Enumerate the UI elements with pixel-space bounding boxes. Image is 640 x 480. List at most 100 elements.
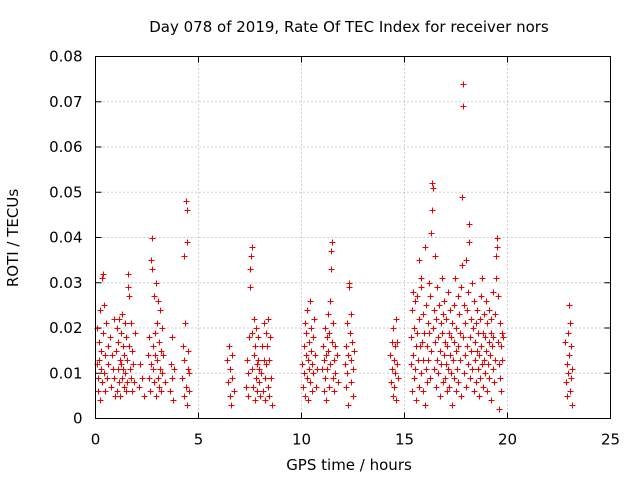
data-point — [443, 361, 450, 368]
data-point — [488, 397, 495, 404]
data-point — [497, 320, 504, 327]
data-point — [183, 384, 190, 391]
data-point — [422, 402, 429, 409]
data-point — [117, 357, 124, 364]
data-point — [463, 384, 470, 391]
data-point — [483, 298, 490, 305]
data-point — [303, 352, 310, 359]
data-point — [346, 280, 353, 287]
data-point — [434, 357, 441, 364]
data-point — [411, 375, 418, 382]
data-point — [332, 343, 339, 350]
data-point — [453, 325, 460, 332]
data-point — [486, 339, 493, 346]
data-point — [477, 316, 484, 323]
data-point — [95, 375, 102, 382]
data-point — [159, 325, 166, 332]
data-point — [448, 370, 455, 377]
data-point — [151, 293, 158, 300]
y-tick-labels: 0 0.01 0.02 0.03 0.04 0.05 0.06 0.07 0.08 — [49, 48, 82, 428]
data-point — [103, 320, 110, 327]
data-point — [120, 366, 127, 373]
data-point — [309, 361, 316, 368]
data-point — [455, 379, 462, 386]
data-point — [344, 320, 351, 327]
data-point — [313, 384, 320, 391]
data-point — [228, 402, 235, 409]
y-tick-label: 0.07 — [49, 93, 82, 111]
data-point — [471, 388, 478, 395]
data-point — [302, 320, 309, 327]
chart-title: Day 078 of 2019, Rate Of TEC Index for r… — [149, 18, 549, 36]
data-point — [426, 280, 433, 287]
data-point — [185, 348, 192, 355]
data-point — [147, 388, 154, 395]
data-point — [263, 361, 270, 368]
data-point — [464, 307, 471, 314]
data-point — [253, 325, 260, 332]
data-point — [452, 275, 459, 282]
data-point — [324, 334, 331, 341]
data-point — [331, 388, 338, 395]
data-point — [568, 375, 575, 382]
data-point — [326, 330, 333, 337]
data-point — [310, 370, 317, 377]
data-point — [152, 330, 159, 337]
data-point — [448, 334, 455, 341]
data-point — [114, 388, 121, 395]
data-point — [263, 330, 270, 337]
data-point — [410, 352, 417, 359]
data-point — [179, 375, 186, 382]
data-point — [149, 266, 156, 273]
data-point — [302, 393, 309, 400]
data-point — [451, 339, 458, 346]
data-point — [130, 361, 137, 368]
data-point — [181, 393, 188, 400]
data-point — [328, 266, 335, 273]
data-point — [464, 343, 471, 350]
data-point — [247, 266, 254, 273]
data-point — [269, 402, 276, 409]
data-point — [494, 235, 501, 242]
data-point — [439, 330, 446, 337]
data-point — [118, 361, 125, 368]
data-point — [251, 352, 258, 359]
data-point — [303, 330, 310, 337]
data-point — [123, 334, 130, 341]
data-point — [183, 198, 190, 205]
data-point — [247, 284, 254, 291]
data-point — [186, 370, 193, 377]
data-point — [184, 207, 191, 214]
data-point — [264, 343, 271, 350]
data-point — [170, 397, 177, 404]
data-point — [388, 379, 395, 386]
data-point — [473, 320, 480, 327]
data-point — [304, 375, 311, 382]
data-point — [447, 307, 454, 314]
data-point — [413, 397, 420, 404]
data-point — [466, 239, 473, 246]
data-point — [304, 307, 311, 314]
data-point — [322, 325, 329, 332]
data-point — [497, 375, 504, 382]
data-point — [156, 339, 163, 346]
data-point — [567, 320, 574, 327]
data-point — [108, 384, 115, 391]
data-point — [427, 375, 434, 382]
data-point — [123, 388, 130, 395]
data-point — [417, 343, 424, 350]
data-point — [334, 352, 341, 359]
data-point — [475, 366, 482, 373]
data-point — [441, 298, 448, 305]
data-point — [225, 379, 232, 386]
y-tick-label: 0.01 — [49, 364, 82, 382]
data-point — [97, 397, 104, 404]
data-point — [419, 339, 426, 346]
data-point — [120, 343, 127, 350]
data-point — [457, 357, 464, 364]
data-point — [433, 316, 440, 323]
data-point — [462, 320, 469, 327]
data-point — [347, 330, 354, 337]
data-point — [435, 334, 442, 341]
